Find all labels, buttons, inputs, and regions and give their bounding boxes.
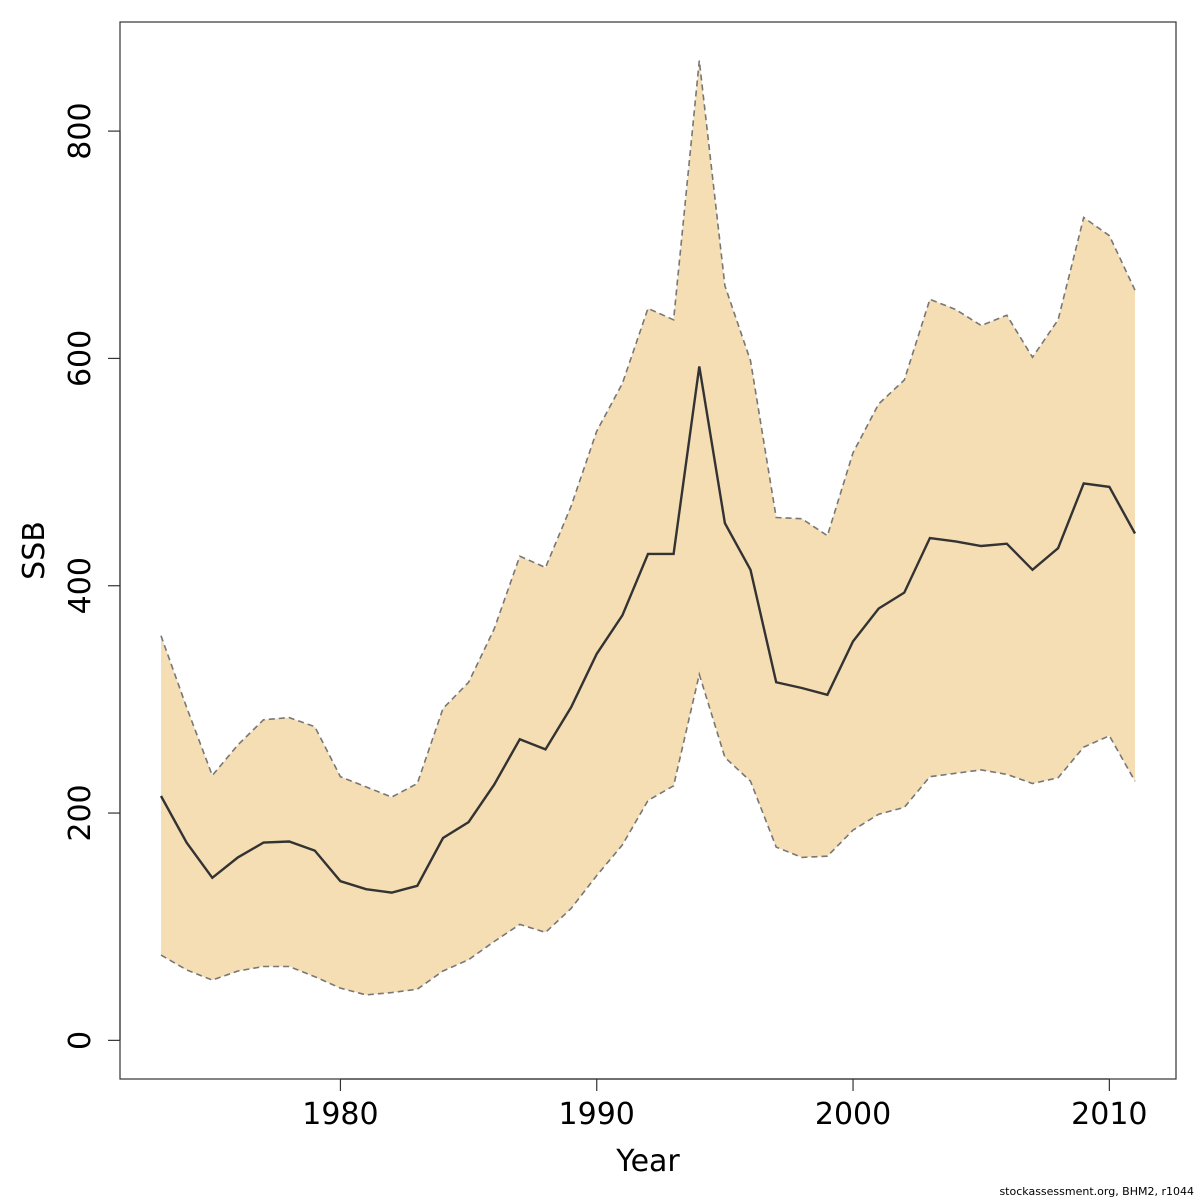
x-tick-label: 2010: [1071, 1097, 1147, 1132]
y-tick-label: 400: [63, 557, 98, 614]
x-axis: 1980 1990 2000 2010: [302, 1078, 1148, 1132]
x-tick-label: 1980: [302, 1097, 378, 1132]
median-ssb-line: [159, 366, 1137, 894]
x-axis-title: Year: [615, 1144, 680, 1179]
confidence-band: [161, 60, 1135, 995]
y-axis-title: SSB: [17, 521, 52, 580]
plot-area: [159, 60, 1137, 996]
footer-credit: stockassessment.org, BHM2, r1044: [999, 1185, 1194, 1198]
lower-bound-line: [160, 671, 1136, 996]
y-tick-label: 200: [63, 784, 98, 841]
x-tick-label: 1990: [559, 1097, 635, 1132]
y-tick-label: 800: [63, 102, 98, 159]
y-tick-label: 0: [63, 1031, 98, 1050]
y-tick-label: 600: [63, 330, 98, 387]
y-axis: 0 200 400 600 800: [63, 102, 121, 1050]
x-tick-label: 2000: [815, 1097, 891, 1132]
